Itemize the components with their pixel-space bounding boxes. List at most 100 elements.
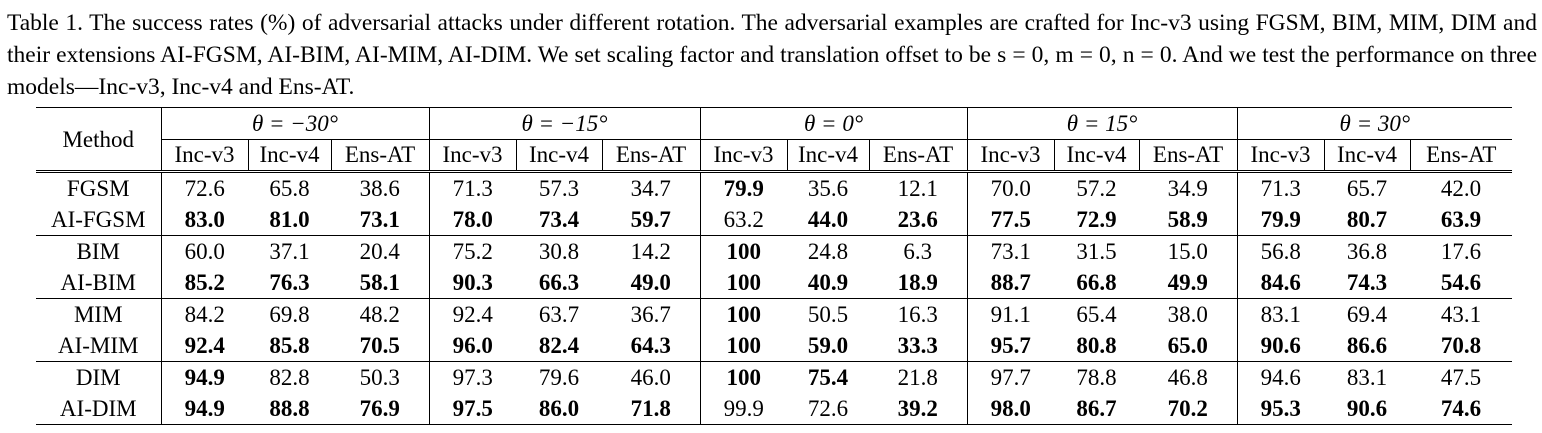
- value-cell: 36.7: [602, 298, 700, 330]
- value-cell: 97.3: [428, 361, 516, 393]
- value-cell: 54.6: [1440, 270, 1482, 295]
- value-cell: 71.8: [602, 393, 700, 425]
- value-cell: 12.1: [869, 170, 968, 204]
- value-cell: 23.6: [897, 207, 938, 232]
- table-row: AI-FGSM 83.0 81.0 73.1 78.0 73.4 59.7 63.2 44.0 2…: [36, 204, 1512, 236]
- value-cell: 59.7: [630, 207, 671, 232]
- value-cell: 46.8: [1139, 361, 1238, 393]
- value-cell: 86.6: [1346, 333, 1388, 358]
- model-header: Ens-AT: [1138, 139, 1238, 172]
- value-cell: 58.9: [1167, 207, 1208, 232]
- model-header: Ens-AT: [868, 139, 968, 172]
- value-cell: 85.8: [269, 333, 310, 358]
- table-row: BIM 60.0 37.1 20.4 75.2 30.8 14.2 100 24.8 6.3 73.…: [36, 235, 1513, 267]
- value-cell: 69.4: [1324, 298, 1411, 330]
- value-cell: 33.3: [897, 333, 938, 358]
- model-header: Ens-AT: [330, 139, 429, 172]
- model-header: Inc-v3: [966, 139, 1055, 172]
- value-cell: 64.3: [630, 333, 671, 358]
- value-cell: 90.6: [1324, 393, 1411, 425]
- value-cell: 78.0: [428, 204, 516, 236]
- table-row: DIM 94.9 82.8 50.3 97.3 79.6 46.0 100 75.4 21.8 97…: [36, 361, 1513, 393]
- value-cell: 49.9: [1167, 270, 1208, 295]
- model-header: Inc-v3: [428, 139, 516, 172]
- model-header: Ens-AT: [1409, 139, 1513, 172]
- value-cell: 79.9: [1236, 204, 1325, 236]
- value-cell: 96.0: [428, 330, 516, 362]
- value-cell: 92.4: [160, 330, 248, 362]
- value-cell: 88.8: [248, 393, 331, 425]
- value-cell: 83.1: [1324, 361, 1411, 393]
- value-cell: 59.0: [807, 333, 849, 358]
- value-cell: 90.3: [428, 267, 516, 299]
- value-cell: 74.6: [1410, 393, 1513, 425]
- value-cell: 100: [699, 267, 787, 299]
- value-cell: 97.7: [966, 361, 1055, 393]
- model-header: Inc-v4: [515, 139, 602, 172]
- value-cell: 82.8: [248, 361, 331, 393]
- value-cell: 81.0: [269, 207, 310, 232]
- value-cell: 47.5: [1410, 361, 1513, 393]
- value-cell: 14.2: [602, 235, 700, 267]
- value-cell: 65.4: [1054, 298, 1140, 330]
- method-cell: BIM: [36, 235, 161, 267]
- value-cell: 58.1: [359, 270, 400, 295]
- model-header: Inc-v3: [699, 139, 787, 172]
- value-cell: 73.1: [966, 235, 1055, 267]
- value-cell: 50.3: [331, 361, 429, 393]
- value-cell: 38.0: [1139, 298, 1238, 330]
- value-cell: 76.9: [331, 393, 429, 425]
- value-cell: 85.2: [160, 267, 248, 299]
- value-cell: 91.1: [966, 298, 1055, 330]
- value-cell: 97.5: [428, 393, 516, 425]
- value-cell: 74.3: [1346, 270, 1388, 295]
- value-cell: 95.3: [1236, 393, 1325, 425]
- model-header-row: Inc-v3 Inc-v4 Ens-AT Inc-v3 Inc-v4 Ens-AT Inc-…: [36, 139, 1513, 172]
- value-cell: 17.6: [1410, 235, 1513, 267]
- value-cell: 20.4: [331, 235, 429, 267]
- value-cell: 77.5: [966, 204, 1055, 236]
- value-cell: 94.6: [1236, 361, 1325, 393]
- value-cell: 69.8: [248, 298, 331, 330]
- value-cell: 18.9: [897, 270, 938, 295]
- table-row: AI-BIM 85.2 76.3 58.1 90.3 66.3 49.0 100 40.9 18.…: [36, 267, 1512, 299]
- value-cell: 40.9: [807, 270, 849, 295]
- value-cell: 50.5: [787, 298, 869, 330]
- value-cell: 79.9: [699, 170, 787, 204]
- value-cell: 70.0: [966, 170, 1055, 204]
- value-cell: 100: [699, 361, 787, 393]
- value-cell: 98.0: [966, 393, 1055, 425]
- value-cell: 16.3: [869, 298, 968, 330]
- value-cell: 86.7: [1054, 393, 1140, 425]
- value-cell: 31.5: [1054, 235, 1140, 267]
- value-cell: 72.6: [160, 170, 248, 204]
- value-cell: 80.7: [1346, 207, 1388, 232]
- model-header: Inc-v4: [247, 139, 331, 172]
- value-cell: 73.4: [538, 207, 580, 232]
- method-cell: AI-MIM: [58, 333, 139, 358]
- value-cell: 63.9: [1440, 207, 1482, 232]
- table-row: AI-MIM 92.4 85.8 70.5 96.0 82.4 64.3 100 59.0 33.…: [36, 330, 1512, 362]
- method-cell: AI-FGSM: [50, 207, 146, 232]
- angle-header: θ = −30°: [160, 107, 429, 140]
- value-cell: 75.4: [787, 361, 869, 393]
- value-cell: 66.8: [1076, 270, 1117, 295]
- value-cell: 95.7: [966, 330, 1055, 362]
- value-cell: 44.0: [807, 207, 849, 232]
- value-cell: 70.5: [359, 333, 400, 358]
- model-header: Inc-v4: [1053, 139, 1140, 172]
- value-cell: 90.6: [1236, 330, 1325, 362]
- value-cell: 94.9: [160, 393, 248, 425]
- value-cell: 60.0: [160, 235, 248, 267]
- value-cell: 46.0: [602, 361, 700, 393]
- value-cell: 72.6: [787, 393, 869, 425]
- model-header: Inc-v3: [160, 139, 248, 172]
- value-cell: 63.7: [516, 298, 602, 330]
- table-caption: Table 1. The success rates (%) of advers…: [7, 10, 1537, 100]
- value-cell: 71.3: [1236, 170, 1325, 204]
- value-cell: 15.0: [1139, 235, 1238, 267]
- value-cell: 37.1: [248, 235, 331, 267]
- value-cell: 75.2: [428, 235, 516, 267]
- method-cell: MIM: [36, 298, 161, 330]
- value-cell: 42.0: [1410, 170, 1513, 204]
